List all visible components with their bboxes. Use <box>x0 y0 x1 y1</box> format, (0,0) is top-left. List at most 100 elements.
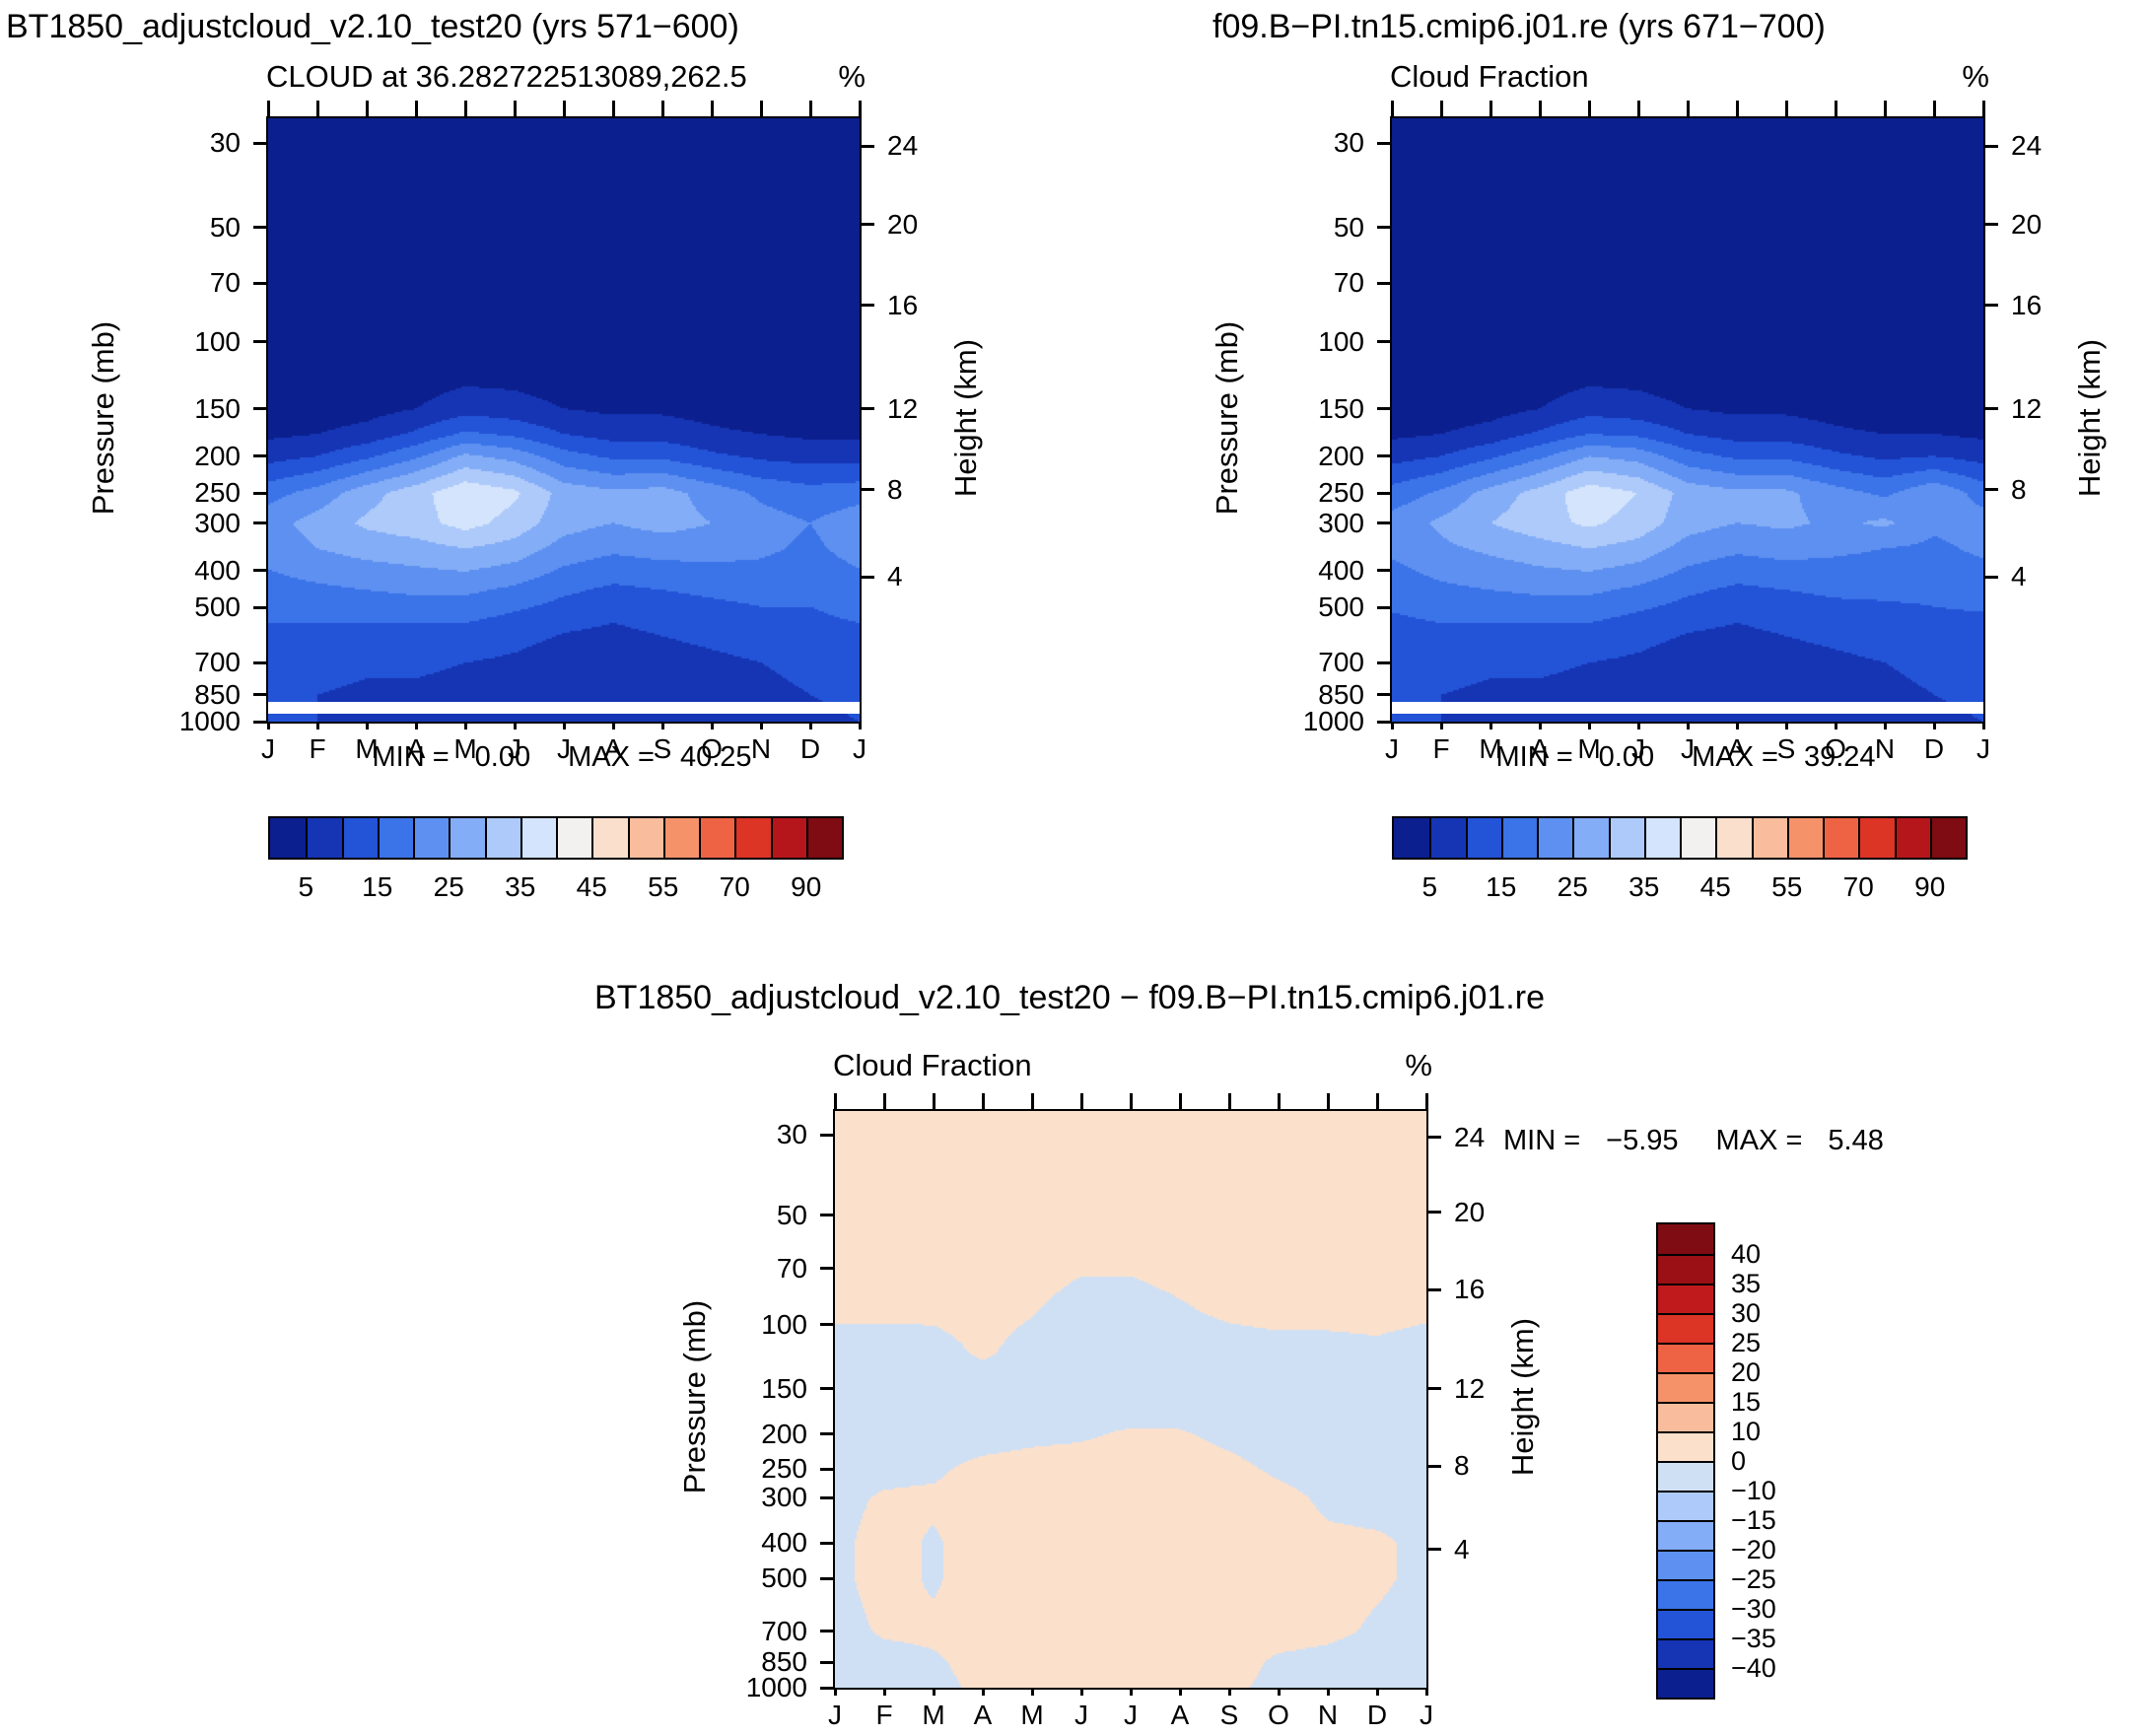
colorbar-cell <box>520 818 556 858</box>
month-tick-label: J <box>1074 1700 1088 1730</box>
month-tick-top <box>1538 101 1542 116</box>
contour-field-canvas <box>835 1111 1426 1688</box>
colorbar-tick-label: 45 <box>576 871 607 902</box>
month-tick-label: N <box>1874 733 1896 764</box>
month-tick-bottom <box>1735 722 1739 729</box>
month-tick-bottom <box>365 722 369 729</box>
month-tick-label: F <box>1432 733 1450 764</box>
pressure-tick <box>820 1323 835 1327</box>
minmax-readout: MIN = 0.00 MAX = 39.24 <box>1390 741 1981 774</box>
colorbar-cell <box>1658 1254 1713 1284</box>
colorbar-tick-label: 10 <box>1731 1417 1762 1446</box>
month-tick-bottom <box>858 722 862 729</box>
month-tick-label: A <box>1170 1700 1190 1730</box>
month-tick-label: N <box>750 733 772 764</box>
contour-field-canvas <box>1392 118 1983 722</box>
height-tick <box>860 144 874 148</box>
colorbar-cell <box>1643 818 1680 858</box>
height-tick <box>1983 488 1998 492</box>
colorbar-cell <box>377 818 413 858</box>
pressure-tick-label: 100 <box>194 325 241 357</box>
max-value: 39.24 <box>1803 741 1876 773</box>
month-tick-bottom <box>611 722 615 729</box>
colorbar-tick-label: 35 <box>1731 1269 1762 1298</box>
colorbar-tick-label: −20 <box>1731 1535 1776 1564</box>
height-tick-label: 8 <box>1454 1450 1470 1482</box>
min-value: 0.00 <box>1598 741 1655 773</box>
month-tick-label: J <box>261 733 275 764</box>
pressure-axis-title: Pressure (mb) <box>1210 320 1244 516</box>
colorbar-cell <box>1658 1372 1713 1402</box>
pressure-tick-label: 70 <box>209 267 241 299</box>
height-tick-label: 4 <box>1454 1533 1470 1564</box>
month-tick-label: J <box>853 733 866 764</box>
colorbar-cell <box>556 818 592 858</box>
pressure-tick <box>253 491 268 495</box>
month-tick-top <box>1489 101 1492 116</box>
pressure-tick-label: 50 <box>776 1199 807 1230</box>
colorbar-cell <box>1751 818 1787 858</box>
month-tick-top <box>1735 101 1739 116</box>
colorbar-cell <box>341 818 378 858</box>
month-tick-bottom <box>1834 722 1837 729</box>
month-tick-label: D <box>799 733 821 764</box>
month-tick-top <box>611 101 615 116</box>
month-tick-label: J <box>508 733 521 764</box>
pressure-tick-label: 1000 <box>178 706 241 736</box>
max-value: 5.48 <box>1828 1125 1884 1156</box>
month-tick-top <box>562 101 566 116</box>
month-tick-label: J <box>1631 733 1645 764</box>
colorbar-cell <box>1658 1431 1713 1461</box>
colorbar-tick-label: 70 <box>719 871 750 902</box>
colorbar-cell <box>1658 1609 1713 1638</box>
colorbar-tick-label: −30 <box>1731 1594 1776 1624</box>
colorbar-tick-label: 0 <box>1731 1446 1747 1476</box>
month-tick-top <box>1178 1093 1182 1109</box>
month-tick-label: A <box>1727 733 1747 764</box>
colorbar-tick-label: 40 <box>1731 1239 1762 1269</box>
min-label: MIN = <box>1503 1125 1581 1156</box>
colorbar-cell <box>1658 1520 1713 1550</box>
percent-unit-label: % <box>1405 1048 1432 1082</box>
colorbar-tick-label: 15 <box>1731 1387 1762 1417</box>
pressure-tick-label: 700 <box>1318 647 1364 678</box>
contour-field-canvas <box>268 118 860 722</box>
month-tick-label: D <box>1923 733 1945 764</box>
month-tick-label: J <box>1385 733 1399 764</box>
pressure-tick <box>820 1630 835 1633</box>
colorbar-cell <box>1537 818 1573 858</box>
month-tick-top <box>710 101 714 116</box>
pressure-tick <box>820 1432 835 1436</box>
month-tick-top <box>833 1093 837 1109</box>
pressure-tick <box>820 1660 835 1664</box>
colorbar-cell <box>449 818 485 858</box>
minmax-readout: MIN = −5.95 MAX = 5.48 <box>1503 1125 1884 1157</box>
height-tick <box>1426 1287 1441 1291</box>
month-tick-top <box>513 101 517 116</box>
pressure-tick-label: 150 <box>1318 392 1364 424</box>
month-tick-bottom <box>1932 722 1936 729</box>
month-tick-top <box>981 1093 985 1109</box>
month-tick-label: J <box>1420 1700 1433 1730</box>
colorbar-tick-label: −15 <box>1731 1505 1776 1535</box>
month-tick-top <box>1883 101 1887 116</box>
pressure-tick <box>820 1267 835 1271</box>
colorbar-cell <box>1786 818 1823 858</box>
pressure-tick-label: 250 <box>1318 477 1364 509</box>
min-value: 0.00 <box>474 741 531 773</box>
colorbar-cell <box>484 818 520 858</box>
month-tick-label: M <box>1479 733 1502 764</box>
colorbar-cell <box>1658 1224 1713 1254</box>
colorbar-cell <box>1658 1491 1713 1520</box>
height-tick-label: 24 <box>887 130 919 162</box>
colorbar-tick-label: 45 <box>1699 871 1731 902</box>
month-tick-label: A <box>973 1700 993 1730</box>
colorbar-cell <box>1658 1313 1713 1343</box>
pressure-tick-label: 850 <box>1318 678 1364 710</box>
pressure-tick-label: 30 <box>209 127 241 159</box>
min-label: MIN = <box>372 741 450 773</box>
height-tick-label: 12 <box>887 392 919 424</box>
contour-plot: J F M A M J J A S O N D J 30 50 70 100 150 200 250 300 400 500… <box>746 1093 1485 1730</box>
month-tick-bottom <box>1178 1688 1182 1696</box>
month-tick-bottom <box>1227 1688 1231 1696</box>
